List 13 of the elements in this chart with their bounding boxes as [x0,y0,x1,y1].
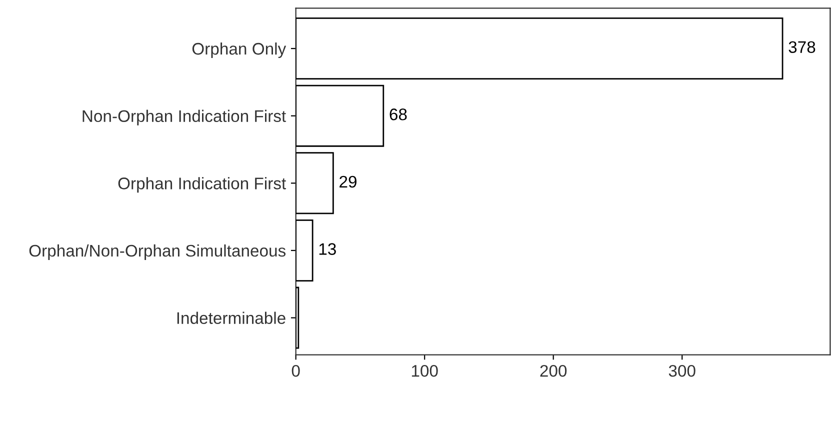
x-tick-label: 0 [292,364,300,377]
y-tick-label: Orphan Only [192,42,286,58]
data-label: 68 [390,108,407,120]
data-label: 13 [319,243,336,255]
data-label: 378 [788,41,816,53]
y-tick-label: Indeterminable [177,312,286,324]
data-label: 29 [340,176,356,188]
y-tick-label: Non-Orphan Indication First [82,110,286,126]
x-tick-label: 100 [412,364,438,377]
y-tick-label: Orphan Indication First [118,177,286,193]
x-tick-label: 300 [668,364,696,377]
y-tick-label: Orphan/Non-Orphan Simultaneous [29,244,286,260]
x-tick-label: 200 [540,364,567,377]
